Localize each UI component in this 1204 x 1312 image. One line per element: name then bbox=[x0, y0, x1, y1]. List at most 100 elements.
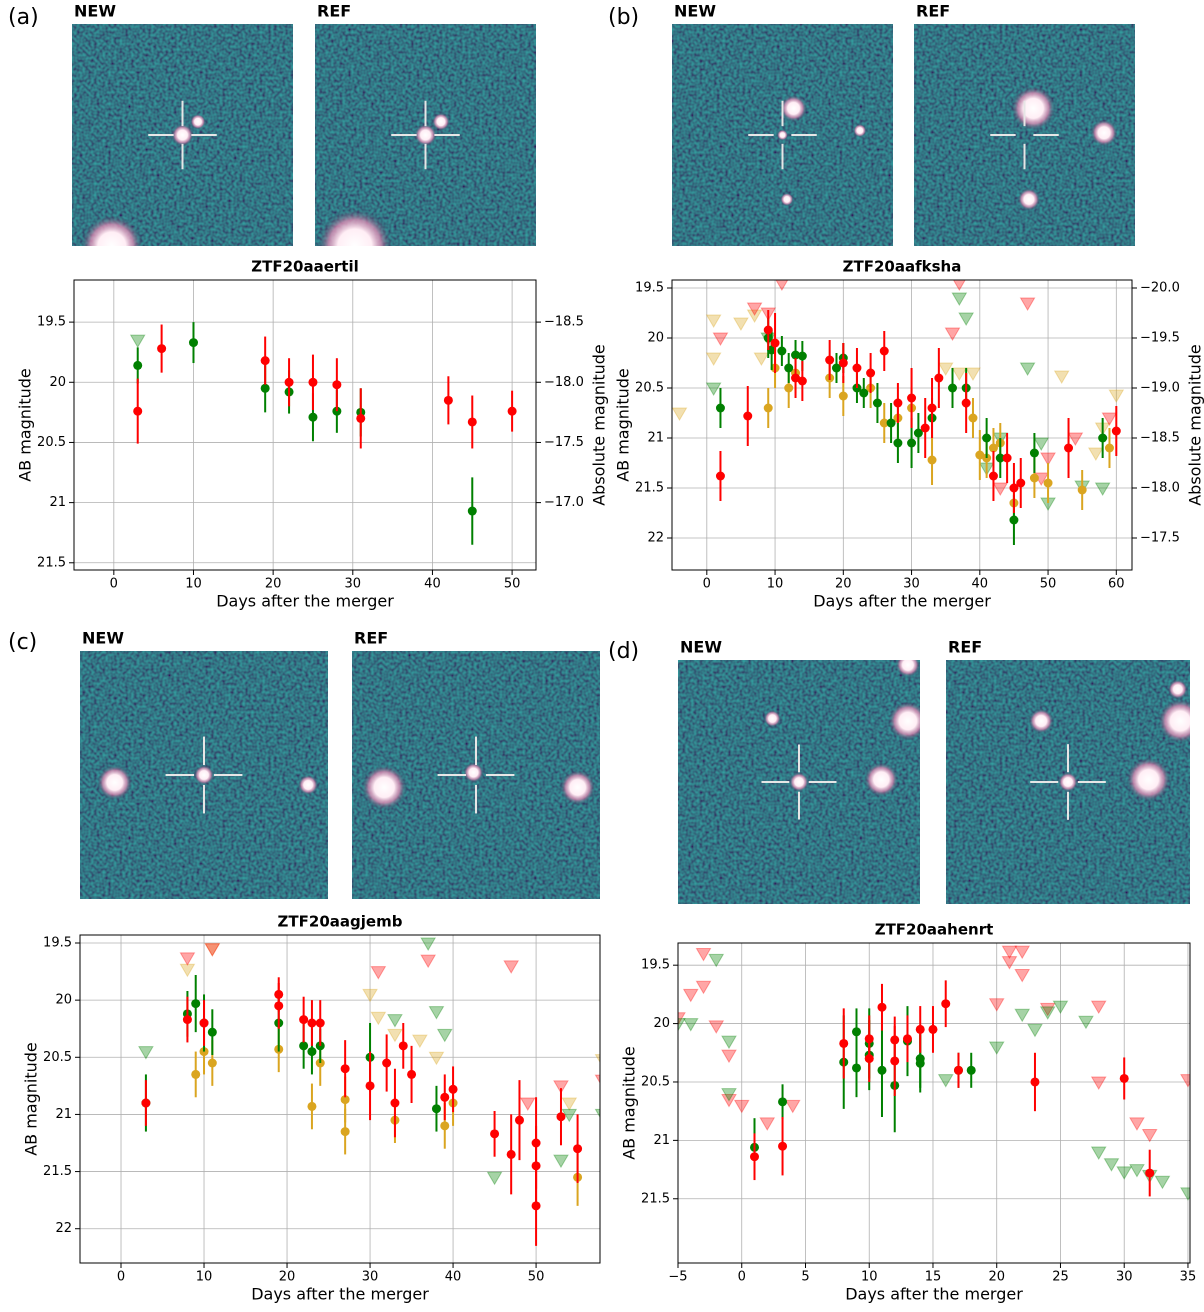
data-point bbox=[961, 398, 971, 408]
upper-limit bbox=[553, 1080, 569, 1094]
data-point bbox=[784, 383, 794, 393]
upper-limit bbox=[1090, 1076, 1107, 1090]
y2-tick-label: −17.5 bbox=[544, 435, 584, 450]
upper-limit bbox=[428, 1006, 445, 1020]
plot-area bbox=[672, 280, 1125, 545]
data-point bbox=[988, 443, 998, 453]
data-point bbox=[797, 376, 807, 386]
data-point bbox=[260, 383, 270, 393]
upper-limit bbox=[721, 1035, 737, 1050]
cutout-image bbox=[914, 24, 1135, 246]
x-tick-label: 10 bbox=[861, 1270, 878, 1285]
data-point bbox=[743, 411, 753, 421]
x-axis-label: Days after the merger bbox=[251, 1285, 429, 1304]
data-point bbox=[851, 1063, 861, 1073]
data-point bbox=[440, 1092, 450, 1102]
y-tick-label: 21 bbox=[647, 431, 664, 446]
data-point bbox=[797, 351, 807, 361]
data-point bbox=[770, 338, 780, 348]
upper-limit bbox=[721, 1094, 737, 1108]
data-point bbox=[920, 423, 930, 433]
y-tick-label: 21 bbox=[653, 1133, 670, 1148]
data-point bbox=[953, 1065, 963, 1075]
y-tick-label: 20 bbox=[49, 375, 66, 390]
y-tick-label: 20.5 bbox=[37, 435, 66, 450]
x-tick-label: 60 bbox=[1108, 577, 1125, 592]
upper-limit bbox=[428, 1051, 445, 1066]
data-point bbox=[715, 403, 725, 413]
data-point bbox=[573, 1144, 583, 1154]
x-tick-label: 20 bbox=[988, 1270, 1005, 1285]
data-point bbox=[531, 1201, 541, 1211]
upper-limit bbox=[1027, 1023, 1043, 1038]
upper-limit bbox=[594, 1054, 600, 1064]
data-point bbox=[356, 413, 366, 423]
data-point bbox=[340, 1127, 350, 1137]
x-tick-label: 10 bbox=[767, 577, 784, 592]
y2-tick-label: −18.0 bbox=[544, 375, 584, 390]
upper-limit bbox=[1052, 1000, 1069, 1015]
upper-limit bbox=[486, 1171, 503, 1186]
y-tick-label: 19.5 bbox=[37, 315, 66, 330]
y-tick-label: 22 bbox=[647, 531, 664, 546]
upper-limit bbox=[1078, 1015, 1094, 1030]
data-point bbox=[1098, 433, 1108, 443]
data-point bbox=[839, 1038, 849, 1048]
image-label: NEW bbox=[674, 2, 716, 21]
data-point bbox=[490, 1129, 500, 1139]
data-point bbox=[934, 373, 944, 383]
y2-tick-label: −20.0 bbox=[1140, 281, 1180, 296]
x-tick-label: 5 bbox=[801, 1270, 809, 1285]
data-point bbox=[207, 1027, 217, 1037]
y-axis-label: AB magnitude bbox=[16, 368, 35, 482]
cutout-image bbox=[672, 24, 893, 246]
x-tick-label: 30 bbox=[903, 577, 920, 592]
panel: (b) NEW REF ZTF20aafksha Days after the merg… bbox=[608, 2, 1204, 611]
x-tick-label: 50 bbox=[528, 1270, 545, 1285]
plot-area bbox=[138, 937, 600, 1246]
y-tick-label: 20 bbox=[653, 1016, 670, 1031]
data-point bbox=[1002, 453, 1012, 463]
data-point bbox=[382, 1058, 392, 1068]
data-point bbox=[307, 1047, 317, 1057]
data-point bbox=[274, 989, 284, 999]
image-label: NEW bbox=[74, 2, 116, 21]
y-tick-label: 20 bbox=[55, 993, 72, 1008]
data-point bbox=[864, 1054, 874, 1064]
upper-limit bbox=[937, 362, 954, 376]
data-point bbox=[191, 1069, 201, 1079]
data-point bbox=[1009, 483, 1019, 493]
upper-limit bbox=[204, 943, 221, 957]
y-tick-label: 19.5 bbox=[635, 281, 664, 296]
data-point bbox=[879, 346, 889, 356]
data-point bbox=[838, 358, 848, 368]
panel: (a) NEW REF ZTF20aaertil Days after the merg… bbox=[8, 2, 609, 611]
upper-limit bbox=[988, 1041, 1005, 1055]
upper-limit bbox=[204, 943, 221, 957]
data-point bbox=[907, 438, 917, 448]
upper-limit bbox=[1103, 1158, 1120, 1172]
data-point bbox=[1029, 473, 1039, 483]
data-point bbox=[767, 345, 777, 355]
data-point bbox=[968, 413, 978, 423]
upper-limit bbox=[594, 1074, 600, 1084]
upper-limit bbox=[958, 312, 975, 326]
data-point bbox=[299, 1041, 309, 1051]
upper-limit bbox=[1129, 1117, 1145, 1131]
y2-tick-label: −18.5 bbox=[1140, 431, 1180, 446]
data-point bbox=[890, 1056, 900, 1066]
upper-limit bbox=[179, 952, 196, 966]
data-point bbox=[188, 338, 198, 348]
cutout-image bbox=[678, 660, 920, 904]
upper-limit bbox=[1001, 956, 1018, 970]
upper-limit bbox=[387, 1014, 403, 1028]
y-tick-label: 21.5 bbox=[37, 555, 66, 570]
upper-limit bbox=[695, 980, 712, 995]
data-point bbox=[1016, 478, 1026, 488]
upper-limit bbox=[937, 1074, 954, 1088]
data-point bbox=[1104, 443, 1114, 453]
data-point bbox=[995, 453, 1005, 463]
upper-limit bbox=[992, 482, 1009, 496]
data-point bbox=[398, 1041, 408, 1051]
data-point bbox=[514, 1115, 524, 1125]
